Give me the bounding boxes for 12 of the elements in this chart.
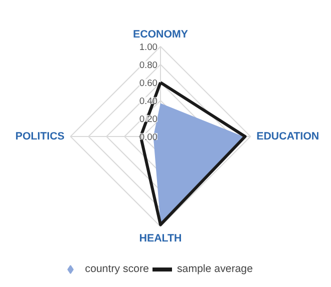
legend-label: country score [85,263,149,275]
y-tick-label: 0.40 [139,96,158,106]
y-tick-label: 1.00 [139,42,158,52]
spoke-label: ECONOMY [132,28,188,40]
spoke-label: HEALTH [139,232,182,244]
spoke-label: POLITICS [15,130,64,142]
legend-label: sample average [176,263,253,275]
y-tick-label: 0.00 [139,132,158,142]
y-tick-label: 0.80 [139,60,158,70]
spoke-label: EDUCATION [256,130,320,142]
y-tick-label: 0.20 [139,114,158,124]
y-tick-label: 0.60 [139,78,158,88]
